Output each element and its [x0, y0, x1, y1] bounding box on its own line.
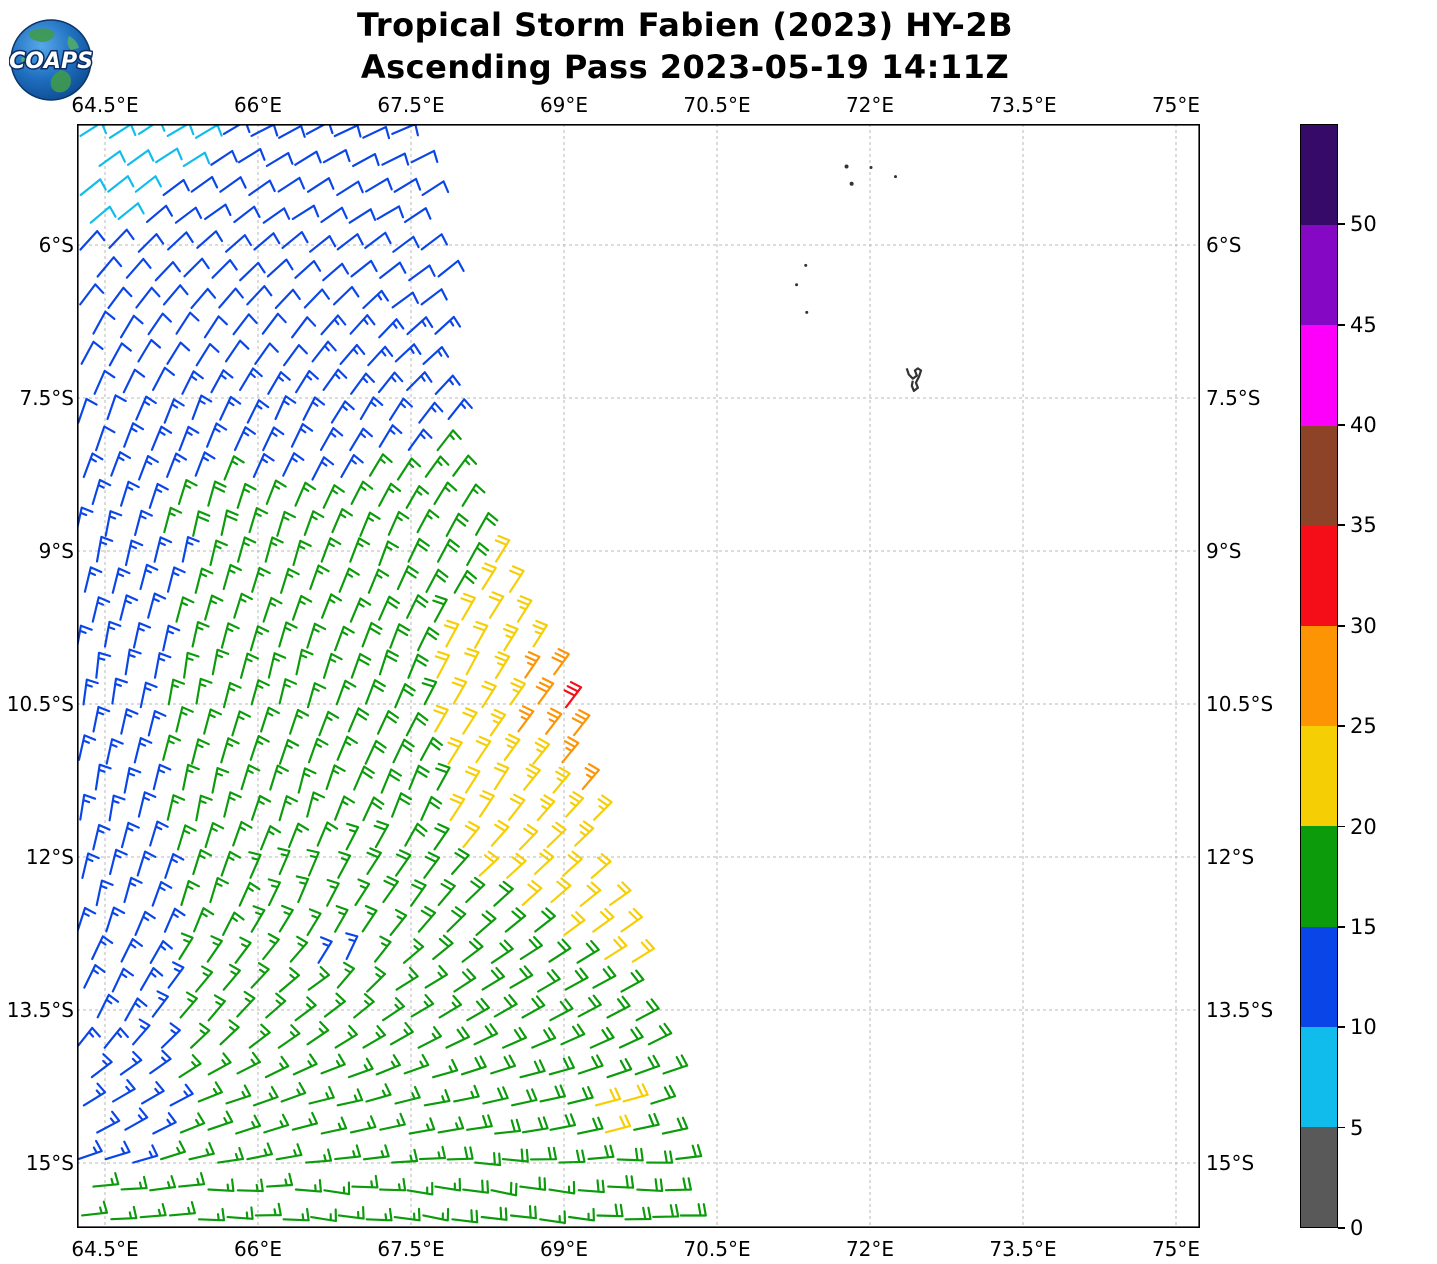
colorbar-segment: [1301, 1126, 1337, 1228]
lat-tick-label: 9°S: [1206, 539, 1242, 563]
colorbar-tick-label: 35: [1350, 513, 1377, 538]
lat-tick-label: 12°S: [25, 845, 74, 869]
colorbar-segment: [1301, 125, 1337, 226]
lon-tick-label: 73.5°E: [989, 1237, 1057, 1261]
lon-tick-label: 64.5°E: [71, 93, 139, 117]
lon-tick-label: 72°E: [845, 1237, 895, 1261]
colorbar-tick: [1338, 925, 1345, 928]
map-border: [77, 124, 1200, 1228]
lon-tick-label: 67.5°E: [377, 1237, 445, 1261]
colorbar-segment: [1301, 726, 1337, 827]
lon-tick-label: 66°E: [233, 93, 283, 117]
colorbar-tick-label: 20: [1350, 814, 1377, 839]
colorbar-tick: [1338, 1227, 1345, 1229]
colorbar-segment: [1301, 625, 1337, 727]
colorbar-segment: [1301, 325, 1337, 426]
lat-tick-label: 10.5°S: [1206, 692, 1274, 716]
colorbar-tick: [1338, 725, 1345, 727]
lon-tick-label: 67.5°E: [377, 93, 445, 117]
lat-tick-label: 6°S: [38, 233, 74, 257]
colorbar-tick-label: 15: [1350, 914, 1377, 939]
colorbar-segment: [1301, 1026, 1337, 1127]
colorbar-tick: [1338, 323, 1345, 326]
lat-tick-label: 15°S: [1206, 1151, 1255, 1175]
plot-title: Tropical Storm Fabien (2023) HY-2B: [357, 6, 1013, 44]
lat-tick-label: 6°S: [1206, 233, 1242, 257]
lat-tick-label: 12°S: [1206, 845, 1255, 869]
logo-text: COAPS: [9, 49, 93, 74]
colorbar-tick: [1338, 1026, 1345, 1029]
lon-tick-label: 73.5°E: [989, 93, 1057, 117]
colorbar-tick-label: 10: [1350, 1015, 1377, 1040]
lat-tick-label: 13.5°S: [1206, 998, 1274, 1022]
colorbar-segment: [1301, 525, 1337, 626]
colorbar-tick-label: 30: [1350, 613, 1377, 638]
colorbar-segment: [1301, 926, 1337, 1027]
colorbar-segment: [1301, 225, 1337, 326]
wind-barbs-layer: [77, 124, 707, 1224]
lat-tick-label: 15°S: [25, 1151, 74, 1175]
lon-tick-label: 66°E: [233, 1237, 283, 1261]
islands-layer: [795, 164, 923, 392]
colorbar-tick-label: 45: [1350, 312, 1377, 337]
colorbar-tick: [1338, 825, 1345, 828]
colorbar-tick: [1338, 424, 1345, 426]
colorbar-segment: [1301, 425, 1337, 526]
lon-tick-label: 69°E: [539, 93, 589, 117]
lon-tick-label: 75°E: [1151, 93, 1201, 117]
lon-tick-label: 75°E: [1151, 1237, 1201, 1261]
colorbar-tick: [1338, 624, 1345, 627]
lat-tick-label: 7.5°S: [19, 386, 74, 410]
lat-tick-label: 7.5°S: [1206, 386, 1261, 410]
colorbar: [1300, 124, 1338, 1228]
plot-subtitle: Ascending Pass 2023-05-19 14:11Z: [360, 48, 1010, 86]
colorbar-tick: [1338, 223, 1345, 226]
lon-tick-label: 69°E: [539, 1237, 589, 1261]
lat-tick-label: 9°S: [38, 539, 74, 563]
colorbar-segment: [1301, 826, 1337, 927]
lon-tick-label: 70.5°E: [683, 93, 751, 117]
colorbar-tick-label: 5: [1350, 1115, 1364, 1140]
grid-layer: [77, 124, 1200, 1228]
colorbar-tick: [1338, 524, 1345, 527]
lon-tick-label: 70.5°E: [683, 1237, 751, 1261]
colorbar-tick-label: 50: [1350, 212, 1377, 237]
lon-tick-label: 72°E: [845, 93, 895, 117]
lon-tick-label: 64.5°E: [71, 1237, 139, 1261]
coaps-logo: COAPS: [9, 19, 93, 101]
colorbar-tick-label: 25: [1350, 714, 1377, 739]
colorbar-tick-label: 0: [1350, 1216, 1364, 1240]
colorbar-tick-label: 40: [1350, 413, 1377, 438]
map-plot: [77, 124, 1200, 1228]
lat-tick-label: 10.5°S: [6, 692, 74, 716]
lat-tick-label: 13.5°S: [6, 998, 74, 1022]
colorbar-tick: [1338, 1126, 1345, 1129]
